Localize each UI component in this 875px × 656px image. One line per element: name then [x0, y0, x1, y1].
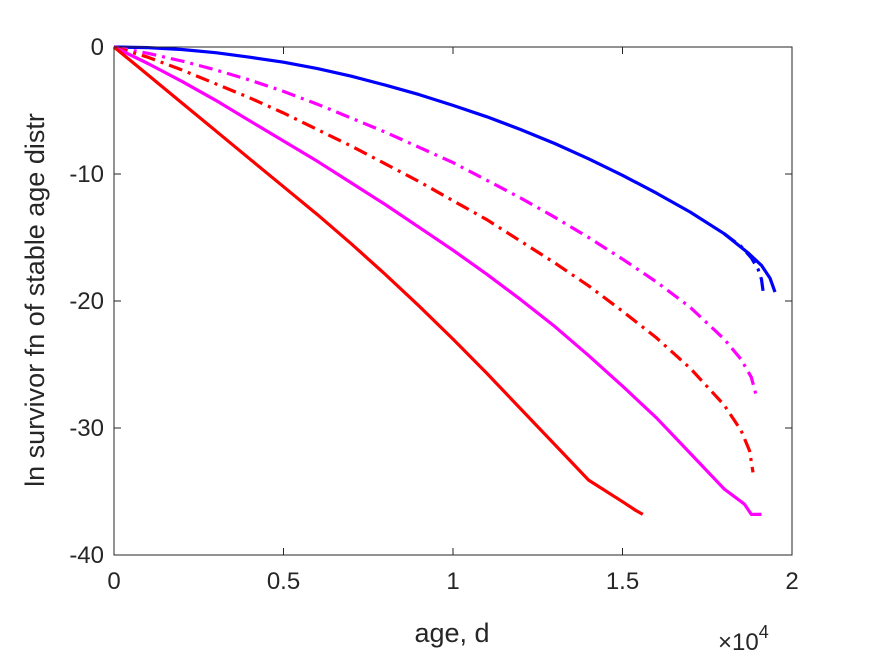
tick-labels: 0 0.5 1 1.5 2 -40 -30 -20 -10 0 — [69, 34, 798, 595]
y-axis-label: ln survivor fn of stable age distr — [20, 113, 50, 487]
series-line-2 — [723, 232, 765, 293]
y-tick-label: -10 — [69, 161, 104, 188]
x-axis-label: age, d — [414, 618, 489, 648]
ticks — [113, 46, 793, 556]
x-tick-label: 1 — [446, 568, 459, 595]
y-tick-label: -20 — [69, 288, 104, 315]
series-line-3 — [113, 45, 758, 397]
series-line-6 — [112, 45, 644, 516]
y-tick-label: -30 — [69, 415, 104, 442]
x-multiplier-exponent: 4 — [759, 622, 769, 642]
x-multiplier-base: ×10 — [718, 629, 759, 656]
y-tick-label: 0 — [91, 34, 104, 61]
x-tick-label: 1.5 — [606, 568, 639, 595]
x-tick-label: 0 — [107, 568, 120, 595]
plot-series — [112, 45, 777, 516]
series-line-5 — [113, 45, 762, 516]
x-tick-label: 2 — [785, 568, 798, 595]
y-tick-label: -40 — [69, 542, 104, 569]
series-line-4 — [113, 45, 755, 473]
x-multiplier: ×104 — [718, 622, 769, 656]
x-tick-label: 0.5 — [267, 568, 300, 595]
